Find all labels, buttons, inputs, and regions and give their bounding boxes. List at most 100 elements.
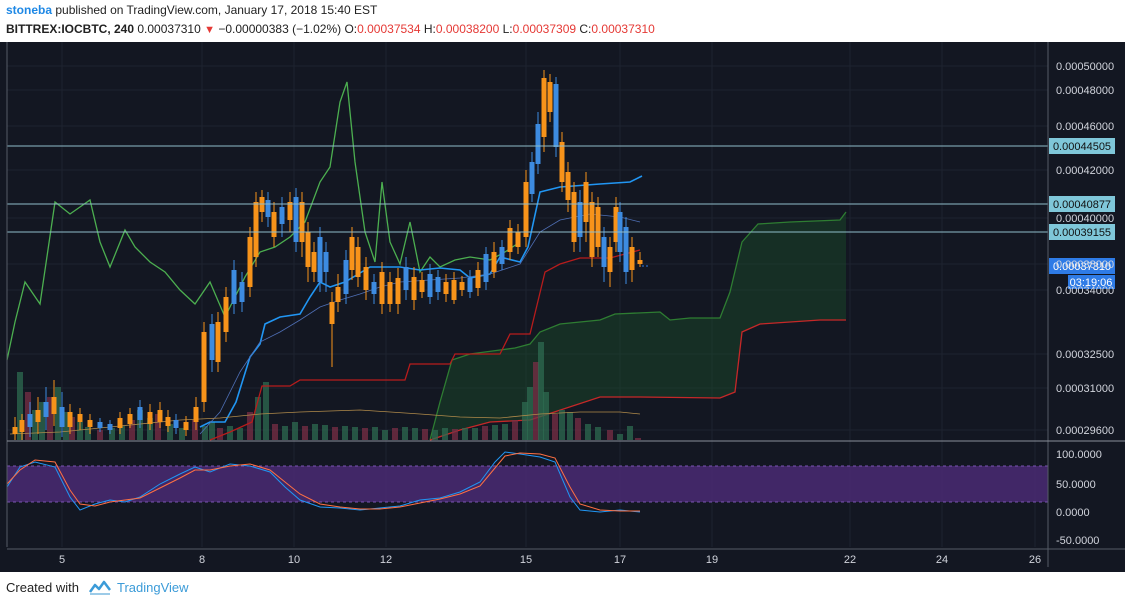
candle-body bbox=[571, 192, 577, 242]
volume-bar bbox=[342, 426, 348, 440]
hline-label-box bbox=[1049, 196, 1115, 212]
y-tick-label: 0.00031000 bbox=[1056, 383, 1114, 395]
candle-body bbox=[565, 172, 571, 200]
close-value: 0.00037310 bbox=[591, 22, 655, 36]
volume-bar bbox=[47, 397, 53, 440]
volume-bar bbox=[352, 427, 358, 440]
volume-bar bbox=[472, 428, 478, 440]
candle-body bbox=[607, 247, 613, 272]
candle-body bbox=[343, 260, 349, 294]
candle-body bbox=[335, 287, 341, 302]
price-change: −0.00000383 (−1.02%) bbox=[218, 22, 342, 36]
candle-body bbox=[467, 278, 473, 292]
tradingview-link[interactable]: TradingView bbox=[117, 580, 189, 595]
volume-bar bbox=[432, 430, 438, 440]
candle-body bbox=[279, 207, 285, 224]
candle-body bbox=[223, 297, 229, 332]
volume-bar bbox=[263, 382, 269, 440]
volume-bar bbox=[292, 422, 298, 440]
volume-bar bbox=[109, 428, 115, 440]
kijun-line bbox=[209, 249, 641, 441]
chart-header: stoneba published on TradingView.com, Ja… bbox=[0, 0, 1125, 42]
volume-bar bbox=[559, 410, 565, 440]
volume-bar bbox=[595, 427, 601, 440]
volume-bar bbox=[567, 412, 573, 440]
volume-bar bbox=[77, 422, 83, 440]
volume-bar bbox=[452, 429, 458, 440]
candle-body bbox=[459, 282, 465, 290]
volume-bar bbox=[575, 418, 581, 440]
volume-bar bbox=[69, 417, 75, 440]
candle-body bbox=[499, 247, 505, 264]
candle-body bbox=[239, 282, 245, 302]
candles[interactable] bbox=[12, 70, 643, 440]
close-label: C: bbox=[579, 22, 592, 36]
low-label: L: bbox=[502, 22, 513, 36]
price-chart[interactable]: 0.00044505 0.00040877 0.00039155 0.00037310… bbox=[0, 42, 1125, 572]
author-link[interactable]: stoneba bbox=[6, 3, 53, 17]
volume-bar bbox=[312, 424, 318, 440]
candle-body bbox=[541, 78, 547, 137]
candle-body bbox=[253, 202, 259, 257]
candle-body bbox=[451, 280, 457, 300]
stoch-tick-label: -50.0000 bbox=[1056, 535, 1099, 547]
volume-bar bbox=[97, 430, 103, 440]
volume-bar bbox=[372, 427, 378, 440]
candle-body bbox=[247, 237, 253, 287]
candle-body bbox=[231, 270, 237, 304]
senkou-a-line bbox=[429, 211, 847, 441]
volume-bar bbox=[155, 414, 161, 440]
candle-body bbox=[601, 237, 607, 267]
volume-bar bbox=[552, 414, 558, 440]
stoch-tick-label: 50.0000 bbox=[1056, 479, 1096, 491]
candle-body bbox=[547, 82, 553, 112]
candle-body bbox=[77, 414, 83, 422]
countdown-label: 03:19:06 bbox=[1070, 277, 1113, 289]
volume-bar bbox=[412, 428, 418, 440]
x-tick-label: 8 bbox=[199, 554, 205, 566]
candle-body bbox=[271, 212, 277, 237]
candle-body bbox=[27, 414, 33, 427]
candle-body bbox=[12, 427, 18, 434]
x-tick-label: 12 bbox=[380, 554, 392, 566]
candle-body bbox=[157, 410, 163, 422]
candle-body bbox=[19, 420, 25, 432]
candle-body bbox=[577, 202, 583, 237]
volume-bar bbox=[272, 424, 278, 440]
candle-body bbox=[127, 414, 133, 424]
stochastic-pane: 100.0000 50.0000 0.0000 -50.0000 bbox=[6, 449, 1102, 547]
candle-body bbox=[287, 202, 293, 220]
horizontal-lines[interactable]: 0.00044505 0.00040877 0.00039155 0.00037310… bbox=[7, 138, 1115, 289]
x-tick-label: 22 bbox=[844, 554, 856, 566]
volume-bar bbox=[32, 410, 38, 440]
high-value: 0.00038200 bbox=[435, 22, 500, 36]
last-price-label: 0.00037310 bbox=[1053, 261, 1111, 273]
x-tick-label: 24 bbox=[936, 554, 948, 566]
candle-body bbox=[349, 237, 355, 270]
y-tick-label: 0.00038000 bbox=[1056, 259, 1114, 271]
created-with-label: Created with bbox=[6, 580, 79, 595]
last-price: 0.00037310 bbox=[137, 22, 201, 36]
volume-bar bbox=[167, 424, 173, 440]
candle-body bbox=[427, 274, 433, 297]
y-tick-label: 0.00048000 bbox=[1056, 85, 1114, 97]
volume-bar bbox=[635, 438, 641, 440]
candle-body bbox=[193, 407, 199, 422]
volume-bar bbox=[332, 427, 338, 440]
candle-body bbox=[137, 407, 143, 420]
volume-bar bbox=[129, 420, 135, 440]
candle-body bbox=[305, 232, 311, 267]
stoch-tick-label: 100.0000 bbox=[1056, 449, 1102, 461]
countdown-tag bbox=[1068, 275, 1115, 289]
volume-bar bbox=[462, 428, 468, 440]
candle-body bbox=[623, 227, 629, 272]
candle-body bbox=[311, 252, 317, 272]
volume-bar bbox=[527, 387, 533, 440]
volume-bar bbox=[179, 428, 185, 440]
candle-body bbox=[515, 232, 521, 247]
candle-body bbox=[293, 197, 299, 242]
hline-label: 0.00044505 bbox=[1053, 141, 1111, 153]
axes: 0.00050000 0.00048000 0.00046000 0.00042000… bbox=[6, 42, 1125, 567]
volume-bar bbox=[322, 425, 328, 440]
volume-bar bbox=[512, 420, 518, 440]
